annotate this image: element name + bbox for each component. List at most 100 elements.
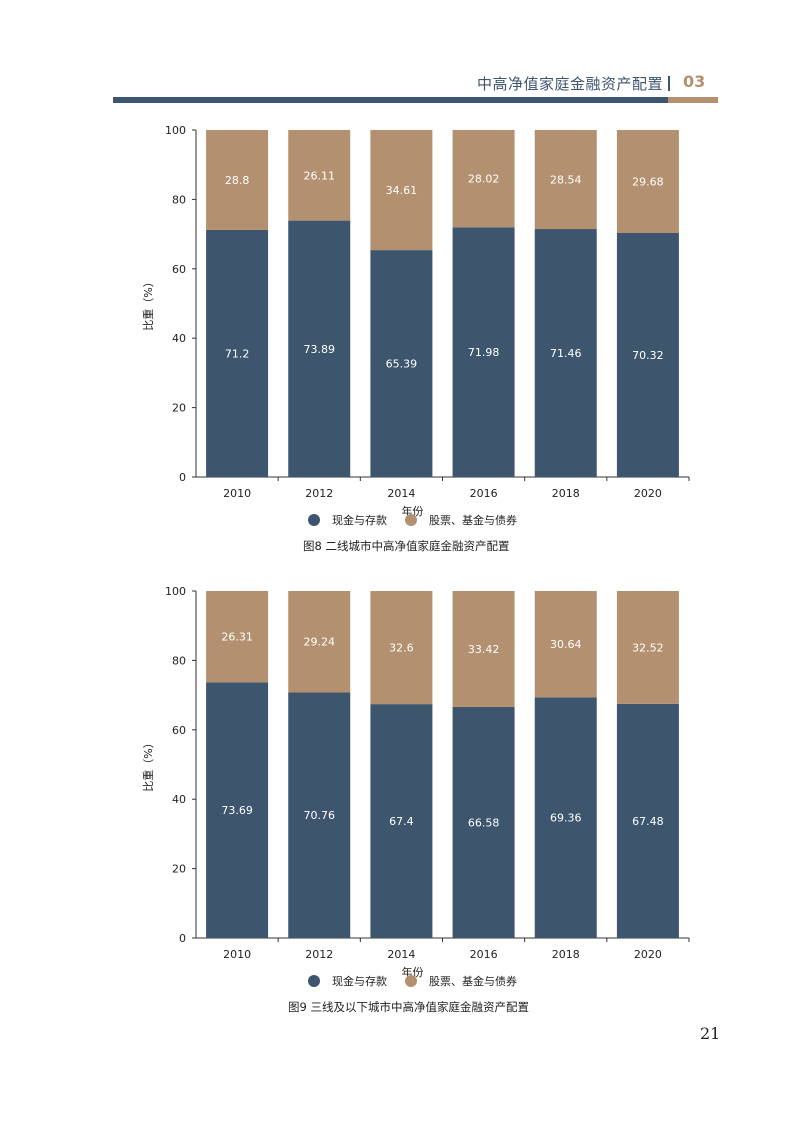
bar-cash-2010 <box>206 682 269 938</box>
bar-label-cash-2014: 65.39 <box>386 358 418 371</box>
bar-securities-2018 <box>534 591 597 698</box>
y-tick-label: 40 <box>172 332 186 345</box>
bar-label-securities-2010: 28.8 <box>225 174 250 187</box>
chart-9-legend: 现金与存款 股票、基金与债券 <box>0 972 793 992</box>
bar-label-securities-2010: 26.31 <box>221 631 253 644</box>
legend-item-cash: 现金与存款 <box>308 511 387 529</box>
y-tick-label: 100 <box>165 585 186 598</box>
x-tick-label: 2010 <box>223 487 251 500</box>
chart-figure-8: 0 20 40 60 80 100 比重（%） 71.2 28.8 2010 73.89 26.11 2… <box>0 115 793 565</box>
bar-securities-2014 <box>370 130 433 251</box>
chart-9-caption: 图9 三线及以下城市中高净值家庭金融资产配置 <box>288 1000 529 1014</box>
y-tick-label: 100 <box>165 124 186 137</box>
bar-cash-2020 <box>616 703 679 938</box>
y-axis-title: 比重（%） <box>141 276 155 330</box>
y-tick-label: 20 <box>172 402 186 415</box>
x-tick-label: 2014 <box>387 487 415 500</box>
y-tick-label: 0 <box>179 471 186 484</box>
bar-label-cash-2010: 73.69 <box>221 804 253 817</box>
x-tick-label: 2012 <box>305 487 333 500</box>
y-tick-label: 60 <box>172 263 186 276</box>
bar-label-cash-2012: 73.89 <box>304 343 336 356</box>
bar-cash-2016 <box>452 227 515 477</box>
bar-label-cash-2020: 67.48 <box>632 815 664 828</box>
legend-dot-cash <box>308 514 320 526</box>
legend-item-cash: 现金与存款 <box>308 972 387 990</box>
page-header: 中高净值家庭金融资产配置 03 <box>0 70 793 110</box>
header-title: 中高净值家庭金融资产配置 <box>476 75 663 93</box>
chart-9-svg: 0 20 40 60 80 100 比重（%） 73.69 26.31 2010 70.76 29.2… <box>141 585 690 979</box>
bar-cash-2014 <box>370 704 433 938</box>
y-tick-label: 40 <box>172 793 186 806</box>
legend-label-cash: 现金与存款 <box>332 514 387 527</box>
x-tick-label: 2020 <box>634 487 662 500</box>
bar-label-securities-2018: 30.64 <box>550 638 582 651</box>
section-number: 03 <box>683 72 706 91</box>
legend-dot-securities <box>405 975 417 987</box>
bar-label-cash-2014: 67.4 <box>389 815 414 828</box>
bar-label-securities-2020: 29.68 <box>632 175 664 188</box>
legend-label-securities: 股票、基金与债券 <box>429 975 517 988</box>
chart-8-svg: 0 20 40 60 80 100 比重（%） 71.2 28.8 2010 73.89 26.11 2… <box>141 124 690 518</box>
bar-label-securities-2014: 34.61 <box>386 184 418 197</box>
bar-securities-2010 <box>206 130 269 230</box>
x-tick-label: 2016 <box>470 948 498 961</box>
bar-label-securities-2014: 32.6 <box>389 642 414 655</box>
bar-securities-2016 <box>452 130 515 228</box>
bar-securities-2010 <box>206 591 269 683</box>
bar-securities-2020 <box>616 130 679 233</box>
bar-securities-2018 <box>534 130 597 230</box>
y-tick-label: 0 <box>179 932 186 945</box>
legend-dot-cash <box>308 975 320 987</box>
bar-label-cash-2012: 70.76 <box>304 809 336 822</box>
bar-label-securities-2016: 28.02 <box>468 173 500 186</box>
bar-label-securities-2020: 32.52 <box>632 641 664 654</box>
bar-label-securities-2018: 28.54 <box>550 174 582 187</box>
bar-securities-2012 <box>288 130 351 221</box>
bar-cash-2016 <box>452 706 515 938</box>
chart-figure-9: 0 20 40 60 80 100 比重（%） 73.69 26.31 2010 70.76 29.2… <box>0 576 793 1026</box>
bar-securities-2020 <box>616 591 679 704</box>
x-tick-label: 2016 <box>470 487 498 500</box>
bar-cash-2012 <box>288 220 351 478</box>
legend-dot-securities <box>405 514 417 526</box>
legend-label-cash: 现金与存款 <box>332 975 387 988</box>
bar-securities-2012 <box>288 591 351 693</box>
bar-label-cash-2016: 66.58 <box>468 816 500 829</box>
bar-label-securities-2012: 29.24 <box>304 636 336 649</box>
x-tick-label: 2020 <box>634 948 662 961</box>
bar-label-cash-2018: 71.46 <box>550 347 582 360</box>
y-tick-label: 80 <box>172 193 186 206</box>
bar-label-cash-2018: 69.36 <box>550 812 582 825</box>
legend-label-securities: 股票、基金与债券 <box>429 514 517 527</box>
y-tick-label: 20 <box>172 863 186 876</box>
chart-8-legend: 现金与存款 股票、基金与债券 <box>0 511 793 531</box>
bar-securities-2014 <box>370 591 433 705</box>
y-axis-title: 比重（%） <box>141 737 155 791</box>
bar-securities-2016 <box>452 591 515 707</box>
x-tick-label: 2018 <box>552 487 580 500</box>
y-tick-label: 80 <box>172 654 186 667</box>
bar-cash-2018 <box>534 697 597 938</box>
header-rule-blue <box>113 97 668 103</box>
legend-item-securities: 股票、基金与债券 <box>405 972 517 990</box>
bar-label-cash-2010: 71.2 <box>225 347 250 360</box>
x-tick-label: 2018 <box>552 948 580 961</box>
page-number: 21 <box>700 1024 721 1043</box>
x-tick-label: 2012 <box>305 948 333 961</box>
bar-label-cash-2016: 71.98 <box>468 346 500 359</box>
header-rule-tan <box>668 97 718 103</box>
bar-cash-2010 <box>206 229 269 477</box>
legend-item-securities: 股票、基金与债券 <box>405 511 517 529</box>
chart-8-caption: 图8 二线城市中高净值家庭金融资产配置 <box>303 539 510 553</box>
bar-label-securities-2016: 33.42 <box>468 643 500 656</box>
bar-cash-2020 <box>616 232 679 477</box>
bar-cash-2014 <box>370 250 433 477</box>
bar-cash-2018 <box>534 229 597 477</box>
y-tick-label: 60 <box>172 724 186 737</box>
x-tick-label: 2010 <box>223 948 251 961</box>
bar-cash-2012 <box>288 692 351 938</box>
x-tick-label: 2014 <box>387 948 415 961</box>
bar-label-cash-2020: 70.32 <box>632 349 664 362</box>
bar-label-securities-2012: 26.11 <box>304 169 336 182</box>
